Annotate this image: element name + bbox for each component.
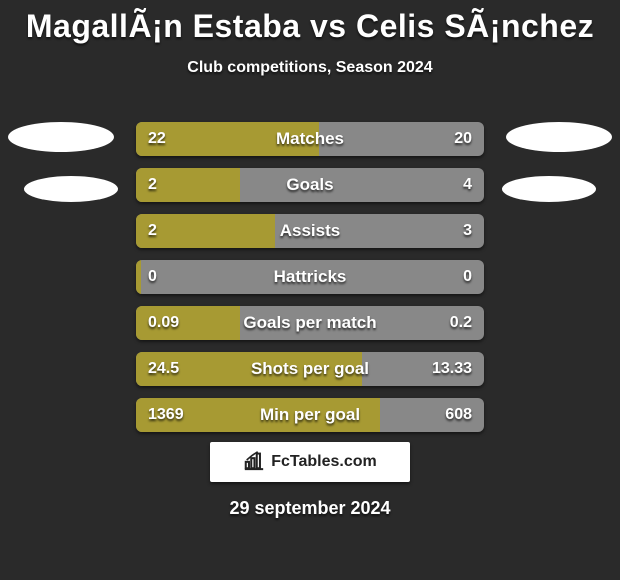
stat-right-value: 20 [454, 122, 472, 156]
page-title: MagallÃ¡n Estaba vs Celis SÃ¡nchez [0, 0, 620, 45]
player-photo-right-1 [506, 122, 612, 152]
stat-row: 22Matches20 [136, 122, 484, 156]
stat-right-value: 3 [463, 214, 472, 248]
stat-label: Goals per match [136, 306, 484, 340]
branding-text: FcTables.com [271, 453, 377, 471]
stat-row: 0Hattricks0 [136, 260, 484, 294]
stat-right-value: 4 [463, 168, 472, 202]
stat-label: Assists [136, 214, 484, 248]
stats-bars: 22Matches20 2Goals4 2Assists3 0Hattricks0 0.… [136, 122, 484, 444]
stat-right-value: 0.2 [450, 306, 472, 340]
comparison-card: MagallÃ¡n Estaba vs Celis SÃ¡nchez Club … [0, 0, 620, 580]
stat-label: Hattricks [136, 260, 484, 294]
stat-row: 1369Min per goal608 [136, 398, 484, 432]
player-photo-left-2 [24, 176, 118, 202]
stat-right-value: 0 [463, 260, 472, 294]
date-label: 29 september 2024 [0, 498, 620, 519]
stat-row: 24.5Shots per goal13.33 [136, 352, 484, 386]
stat-row: 2Goals4 [136, 168, 484, 202]
chart-icon [243, 449, 265, 476]
stat-row: 2Assists3 [136, 214, 484, 248]
subtitle: Club competitions, Season 2024 [0, 59, 620, 77]
stat-row: 0.09Goals per match0.2 [136, 306, 484, 340]
stat-right-value: 13.33 [432, 352, 472, 386]
stat-label: Goals [136, 168, 484, 202]
stat-right-value: 608 [445, 398, 472, 432]
player-photo-right-2 [502, 176, 596, 202]
player-photo-left-1 [8, 122, 114, 152]
stat-label: Matches [136, 122, 484, 156]
branding-badge: FcTables.com [210, 442, 410, 482]
stat-label: Min per goal [136, 398, 484, 432]
